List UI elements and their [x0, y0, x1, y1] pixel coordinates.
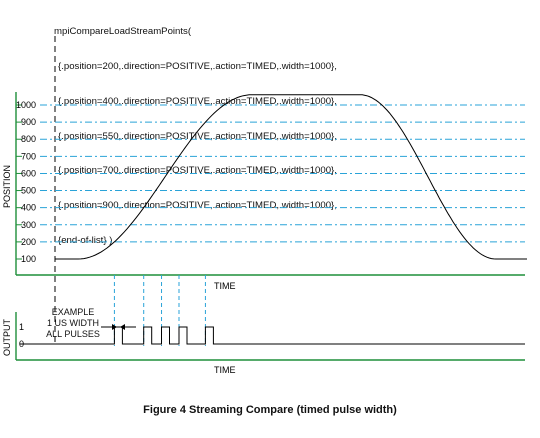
code-line: {.position=700,.direction=POSITIVE,.acti…	[58, 165, 337, 177]
output-chart-axes	[15, 312, 525, 361]
position-curve	[55, 94, 527, 260]
pulse-annotation: EXAMPLE 1 US WIDTH ALL PULSES	[38, 307, 108, 340]
y-tick-label: 100	[21, 254, 36, 264]
position-ylabel: POSITION	[2, 165, 12, 208]
code-block: mpiCompareLoadStreamPoints( {.position=2…	[54, 3, 337, 258]
annotation-line-1: EXAMPLE	[51, 307, 95, 317]
position-chart-axes	[15, 92, 525, 276]
compare-vertical-lines	[113, 275, 206, 346]
output-ylabel: OUTPUT	[2, 319, 12, 357]
output-tick-label: 1	[19, 322, 24, 332]
code-line: {.position=400,.direction=POSITIVE,.acti…	[58, 95, 337, 107]
figure-caption: Figure 4 Streaming Compare (timed pulse …	[143, 404, 397, 416]
y-tick-label: 600	[21, 168, 36, 178]
y-tick-label: 400	[21, 203, 36, 213]
code-line: {.position=200,.direction=POSITIVE,.acti…	[58, 60, 337, 72]
code-call: mpiCompareLoadStreamPoints(	[54, 26, 192, 38]
annotation-line-3: ALL PULSES	[46, 329, 100, 339]
position-ticks: 100 200 300 400 500 600 700 800 900 1000	[16, 100, 36, 264]
position-xlabel: TIME	[214, 281, 236, 291]
y-tick-label: 800	[21, 134, 36, 144]
y-tick-label: 900	[21, 117, 36, 127]
y-tick-label: 1000	[16, 100, 36, 110]
code-line: {.position=900,.direction=POSITIVE,.acti…	[58, 200, 337, 212]
y-tick-label: 500	[21, 186, 36, 196]
y-tick-label: 700	[21, 151, 36, 161]
annotation-line-2: 1 US WIDTH	[46, 318, 99, 328]
pulse-train	[20, 326, 525, 345]
code-line: {end-of-list} )	[58, 234, 113, 246]
pulse-width-arrow	[101, 324, 136, 330]
output-xlabel: TIME	[214, 365, 236, 375]
code-line: {.position=550,.direction=POSITIVE,.acti…	[58, 130, 337, 142]
output-ticks: 01	[19, 322, 24, 349]
y-tick-label: 300	[21, 220, 36, 230]
position-grid	[40, 104, 525, 243]
y-tick-label: 200	[21, 237, 36, 247]
